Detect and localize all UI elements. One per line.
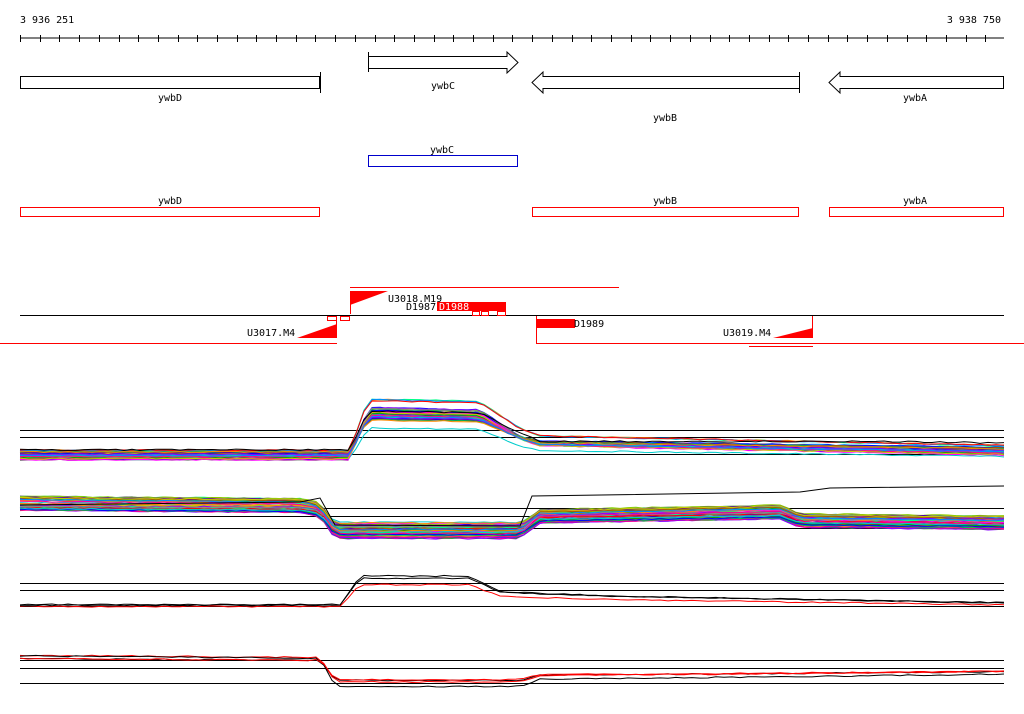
- expression-trace: [19, 398, 1005, 452]
- gene-label-ywbB: ywbB: [653, 113, 677, 124]
- expression-trace: [19, 495, 1005, 526]
- feature-U3018-M19[interactable]: U3018.M19: [350, 291, 442, 314]
- red-gene-label-ywbD: ywbD: [158, 196, 182, 207]
- gene-ywbB[interactable]: ywbB: [531, 70, 800, 124]
- ruler-ticks: [20, 35, 986, 42]
- feature-label-U3017-M4: U3017.M4: [247, 328, 295, 339]
- expression-panel-4-reverse-summary: [19, 654, 1005, 688]
- expression-trace: [19, 498, 1005, 531]
- expression-trace: [19, 508, 1005, 536]
- gene-label-ywbC: ywbC: [431, 81, 455, 92]
- start-coordinate-label: 3 936 251: [20, 15, 74, 26]
- feature-D1989[interactable]: D1989: [536, 316, 604, 343]
- feature-label-D1989: D1989: [574, 319, 604, 330]
- expression-panel-1-forward: [19, 398, 1005, 462]
- expression-trace: [19, 583, 1005, 608]
- blue-gene-label-ywbC: ywbC: [430, 145, 454, 156]
- expression-trace: [19, 485, 1005, 527]
- expression-trace: [20, 415, 1005, 457]
- feature-U3017-M4[interactable]: U3017.M4: [247, 316, 350, 339]
- coordinate-ruler: 3 936 251 3 938 750: [20, 15, 1004, 42]
- annotated-genes-track: ywbD ywbC ywbB ywbA: [20, 50, 1004, 124]
- feature-label-U3019-M4: U3019.M4: [723, 328, 771, 339]
- expression-trace: [19, 657, 1005, 681]
- features-track: U3018.M19 U3017.M4 D1987 D1988 D1989 U30…: [0, 287, 1024, 347]
- feature-U3019-M4[interactable]: U3019.M4: [723, 316, 813, 339]
- expression-trace: [19, 574, 1005, 607]
- red-gene-ywbA[interactable]: ywbA: [829, 196, 1004, 217]
- red-gene-ywbB[interactable]: ywbB: [532, 196, 799, 217]
- red-gene-label-ywbA: ywbA: [903, 196, 927, 207]
- gene-ywbC[interactable]: ywbC: [368, 50, 519, 92]
- gene-label-ywbA: ywbA: [903, 93, 927, 104]
- red-gene-label-ywbB: ywbB: [653, 196, 677, 207]
- feature-label-D1987: D1987: [406, 302, 436, 313]
- feature-D1987[interactable]: D1987: [406, 302, 436, 313]
- feature-label-D1988: D1988: [439, 302, 469, 313]
- expression-panel-3-forward-summary: [19, 574, 1005, 608]
- red-gene-track: ywbD ywbB ywbA: [20, 196, 1004, 217]
- blue-gene-track: ywbC: [368, 145, 518, 167]
- expression-trace: [19, 507, 1005, 534]
- feature-D1988[interactable]: D1988: [437, 302, 506, 316]
- gene-ywbA[interactable]: ywbA: [828, 70, 1004, 104]
- gene-ywbD[interactable]: ywbD: [20, 72, 321, 104]
- red-gene-ywbD[interactable]: ywbD: [20, 196, 320, 217]
- expression-trace: [19, 654, 1005, 688]
- end-coordinate-label: 3 938 750: [947, 15, 1001, 26]
- feature-label-U3018-M19: U3018.M19: [388, 294, 442, 305]
- expression-panel-2-reverse: [19, 485, 1005, 540]
- expression-trace: [19, 500, 1004, 535]
- expression-trace: [19, 657, 1005, 682]
- expression-trace: [19, 410, 1005, 452]
- gene-label-ywbD: ywbD: [158, 93, 182, 104]
- blue-gene-ywbC[interactable]: ywbC: [368, 145, 518, 167]
